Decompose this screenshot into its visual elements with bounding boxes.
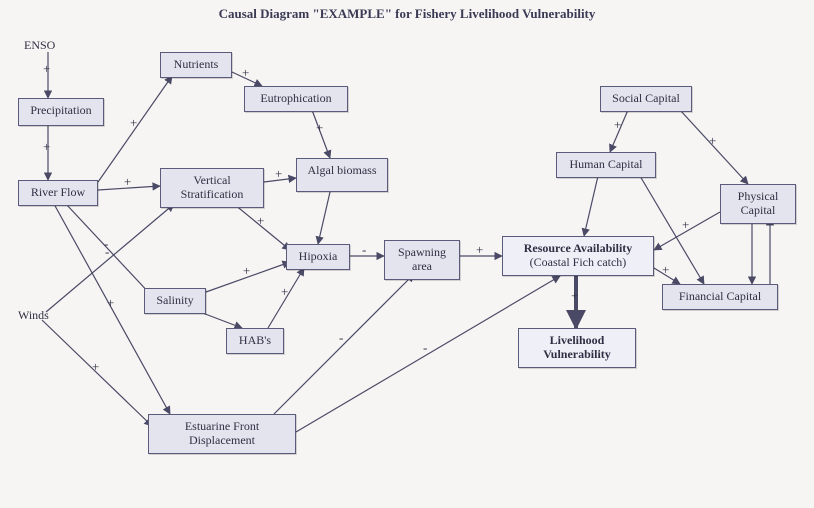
edge-sign: - — [339, 330, 343, 346]
node-label: Human Capital — [570, 157, 643, 171]
edge-sign: + — [662, 262, 669, 278]
edge-sign: + — [709, 133, 716, 149]
node-vertical-stratification: Vertical Stratification — [160, 168, 264, 208]
edge-sign: + — [257, 213, 264, 229]
edge-sign: + — [107, 295, 114, 311]
edge-sign: + — [571, 288, 578, 304]
node-label: Salinity — [156, 293, 193, 307]
node-label: Nutrients — [174, 57, 219, 71]
node-resource-availability: Resource Availability (Coastal Fich catc… — [502, 236, 654, 276]
label-winds: Winds — [18, 308, 49, 323]
node-label: Financial Capital — [679, 289, 761, 303]
node-social-capital: Social Capital — [600, 86, 692, 112]
node-label: Vertical Stratification — [181, 173, 244, 201]
edge-sign: - — [362, 242, 366, 258]
edge-sign: + — [130, 115, 137, 131]
node-precipitation: Precipitation — [18, 98, 104, 126]
node-financial-capital: Financial Capital — [662, 284, 778, 310]
node-algal-biomass: Algal biomass — [296, 158, 388, 192]
node-hipoxia: Hipoxia — [286, 244, 350, 270]
node-label-line2: (Coastal Fich catch) — [530, 255, 627, 269]
node-estuarine-front-displacement: Estuarine Front Displacement — [148, 414, 296, 454]
diagram-title: Causal Diagram "EXAMPLE" for Fishery Liv… — [0, 6, 814, 22]
node-physical-capital: Physical Capital — [720, 184, 796, 224]
diagram-canvas: Causal Diagram "EXAMPLE" for Fishery Liv… — [0, 0, 814, 508]
edge-sign: + — [43, 139, 50, 155]
edge-sign: + — [243, 263, 250, 279]
edge-sign: + — [242, 65, 249, 81]
edge — [274, 274, 414, 414]
node-salinity: Salinity — [144, 288, 206, 314]
node-human-capital: Human Capital — [556, 152, 656, 178]
edge-sign: + — [124, 174, 131, 190]
node-label: Physical Capital — [738, 189, 779, 217]
node-label: Estuarine Front Displacement — [185, 419, 259, 447]
node-livelihood-vulnerability: Livelihood Vulnerability — [518, 328, 636, 368]
edge-sign: + — [682, 217, 689, 233]
node-label: Precipitation — [30, 103, 91, 117]
edge-sign: - — [105, 244, 109, 260]
edge — [200, 312, 242, 328]
node-label: HAB's — [239, 333, 271, 347]
edge-sign: + — [614, 117, 621, 133]
edge-sign: + — [43, 61, 50, 77]
node-eutrophication: Eutrophication — [244, 86, 348, 112]
node-habs: HAB's — [226, 328, 284, 354]
label-enso: ENSO — [24, 38, 55, 53]
node-label: Eutrophication — [260, 91, 331, 105]
node-label: Algal biomass — [308, 163, 377, 177]
edge-sign: + — [281, 284, 288, 300]
node-nutrients: Nutrients — [160, 52, 232, 78]
node-label-line1: Resource Availability — [524, 241, 633, 255]
edge — [584, 176, 598, 236]
edge-sign: + — [316, 120, 323, 136]
node-label: Social Capital — [612, 91, 680, 105]
node-label: Hipoxia — [299, 249, 338, 263]
edge-sign: + — [92, 359, 99, 375]
node-label-line2: Vulnerability — [543, 347, 611, 361]
edge-sign: - — [423, 340, 427, 356]
edge-sign: + — [476, 242, 483, 258]
node-label-line1: Livelihood — [550, 333, 605, 347]
node-label: Spawning area — [398, 245, 446, 273]
node-label: River Flow — [31, 185, 85, 199]
node-river-flow: River Flow — [18, 180, 98, 206]
edge — [318, 192, 330, 244]
edge-sign: + — [275, 166, 282, 182]
node-spawning-area: Spawning area — [384, 240, 460, 280]
